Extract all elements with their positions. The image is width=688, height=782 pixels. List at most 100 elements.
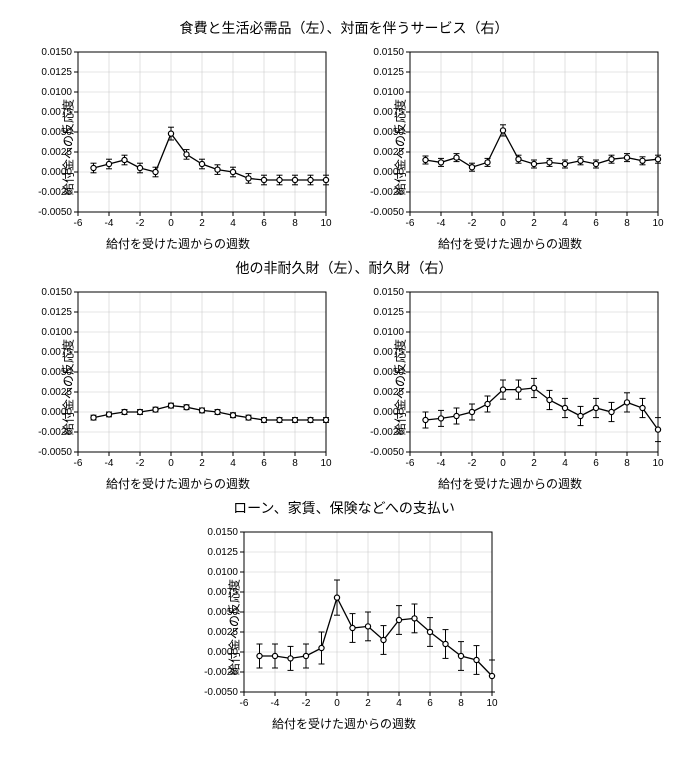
chart-row: 給付金への反応度-0.0050-0.00250.00000.00250.0050… [12, 42, 676, 252]
row-title: 食費と生活必需品（左）、対面を伴うサービス（右） [12, 18, 676, 38]
data-marker [578, 413, 583, 418]
xtick-label: -4 [271, 698, 280, 709]
data-marker [261, 417, 266, 422]
xtick-label: -6 [74, 218, 83, 229]
data-marker [319, 645, 324, 650]
xtick-label: 8 [292, 458, 298, 469]
data-marker [454, 155, 459, 160]
x-axis-label: 給付を受けた週からの週数 [184, 715, 504, 732]
data-marker [288, 656, 293, 661]
data-marker [578, 158, 583, 163]
data-marker [655, 427, 660, 432]
data-marker [168, 403, 173, 408]
x-axis-label: 給付を受けた週からの週数 [350, 235, 670, 252]
data-marker [593, 161, 598, 166]
xtick-label: 10 [320, 218, 332, 229]
row-title: ローン、家賃、保険などへの支払い [12, 498, 676, 518]
xtick-label: -4 [437, 218, 446, 229]
ytick-label: 0.0125 [41, 67, 72, 78]
data-marker [469, 409, 474, 414]
data-marker [423, 157, 428, 162]
data-marker [323, 177, 328, 182]
ytick-label: -0.0050 [38, 447, 72, 458]
ytick-label: 0.0150 [373, 47, 404, 58]
xtick-label: 10 [486, 698, 498, 709]
y-axis-label: 給付金への反応度 [392, 99, 409, 195]
data-marker [469, 165, 474, 170]
xtick-label: -6 [240, 698, 249, 709]
ytick-label: -0.0050 [370, 447, 404, 458]
xtick-label: 4 [562, 458, 568, 469]
xtick-label: 4 [230, 218, 236, 229]
data-marker [246, 176, 251, 181]
y-axis-label: 給付金への反応度 [60, 99, 77, 195]
data-marker [396, 617, 401, 622]
xtick-label: 10 [652, 458, 664, 469]
data-marker [292, 417, 297, 422]
xtick-label: 8 [624, 218, 630, 229]
data-marker [609, 157, 614, 162]
xtick-label: -4 [105, 458, 114, 469]
xtick-label: 8 [292, 218, 298, 229]
data-marker [215, 409, 220, 414]
data-marker [562, 161, 567, 166]
data-marker [153, 407, 158, 412]
data-marker [106, 161, 111, 166]
ytick-label: 0.0100 [373, 327, 404, 338]
ytick-label: 0.0150 [41, 287, 72, 298]
ytick-label: -0.0050 [204, 687, 238, 698]
data-marker [261, 177, 266, 182]
xtick-label: 0 [500, 458, 506, 469]
xtick-label: 6 [261, 218, 267, 229]
panel-loans-rent-insurance: 給付金への反応度-0.0050-0.00250.00000.00250.0050… [184, 522, 504, 732]
x-axis-label: 給付を受けた週からの週数 [350, 475, 670, 492]
data-marker [547, 160, 552, 165]
data-marker [122, 157, 127, 162]
panel-other-nondurables: 給付金への反応度-0.0050-0.00250.00000.00250.0050… [18, 282, 338, 492]
xtick-label: -2 [136, 218, 145, 229]
ytick-label: 0.0150 [41, 47, 72, 58]
y-axis-label: 給付金への反応度 [226, 579, 243, 675]
row-title: 他の非耐久財（左）、耐久財（右） [12, 258, 676, 278]
data-marker [609, 409, 614, 414]
data-marker [500, 128, 505, 133]
ytick-label: 0.0100 [207, 567, 238, 578]
ytick-label: 0.0125 [373, 67, 404, 78]
ytick-label: 0.0125 [373, 307, 404, 318]
data-marker [531, 385, 536, 390]
data-marker [381, 637, 386, 642]
xtick-label: 10 [652, 218, 664, 229]
data-marker [624, 400, 629, 405]
xtick-label: 6 [427, 698, 433, 709]
y-axis-label: 給付金への反応度 [60, 339, 77, 435]
data-marker [427, 629, 432, 634]
xtick-label: 0 [168, 218, 174, 229]
ytick-label: 0.0125 [41, 307, 72, 318]
data-marker [365, 624, 370, 629]
data-marker [122, 409, 127, 414]
xtick-label: 4 [562, 218, 568, 229]
data-marker [308, 177, 313, 182]
data-marker [153, 169, 158, 174]
xtick-label: 0 [500, 218, 506, 229]
data-marker [292, 177, 297, 182]
y-axis-label: 給付金への反応度 [392, 339, 409, 435]
data-marker [246, 415, 251, 420]
xtick-label: -2 [468, 218, 477, 229]
xtick-label: 8 [458, 698, 464, 709]
data-marker [272, 653, 277, 658]
ytick-label: 0.0100 [41, 87, 72, 98]
data-marker [516, 387, 521, 392]
xtick-label: -6 [406, 458, 415, 469]
data-marker [323, 417, 328, 422]
data-marker [137, 165, 142, 170]
ytick-label: 0.0125 [207, 547, 238, 558]
xtick-label: 2 [531, 218, 537, 229]
data-marker [562, 405, 567, 410]
data-marker [91, 415, 96, 420]
data-marker [458, 653, 463, 658]
data-marker [624, 155, 629, 160]
data-marker [168, 131, 173, 136]
data-marker [230, 169, 235, 174]
xtick-label: 8 [624, 458, 630, 469]
